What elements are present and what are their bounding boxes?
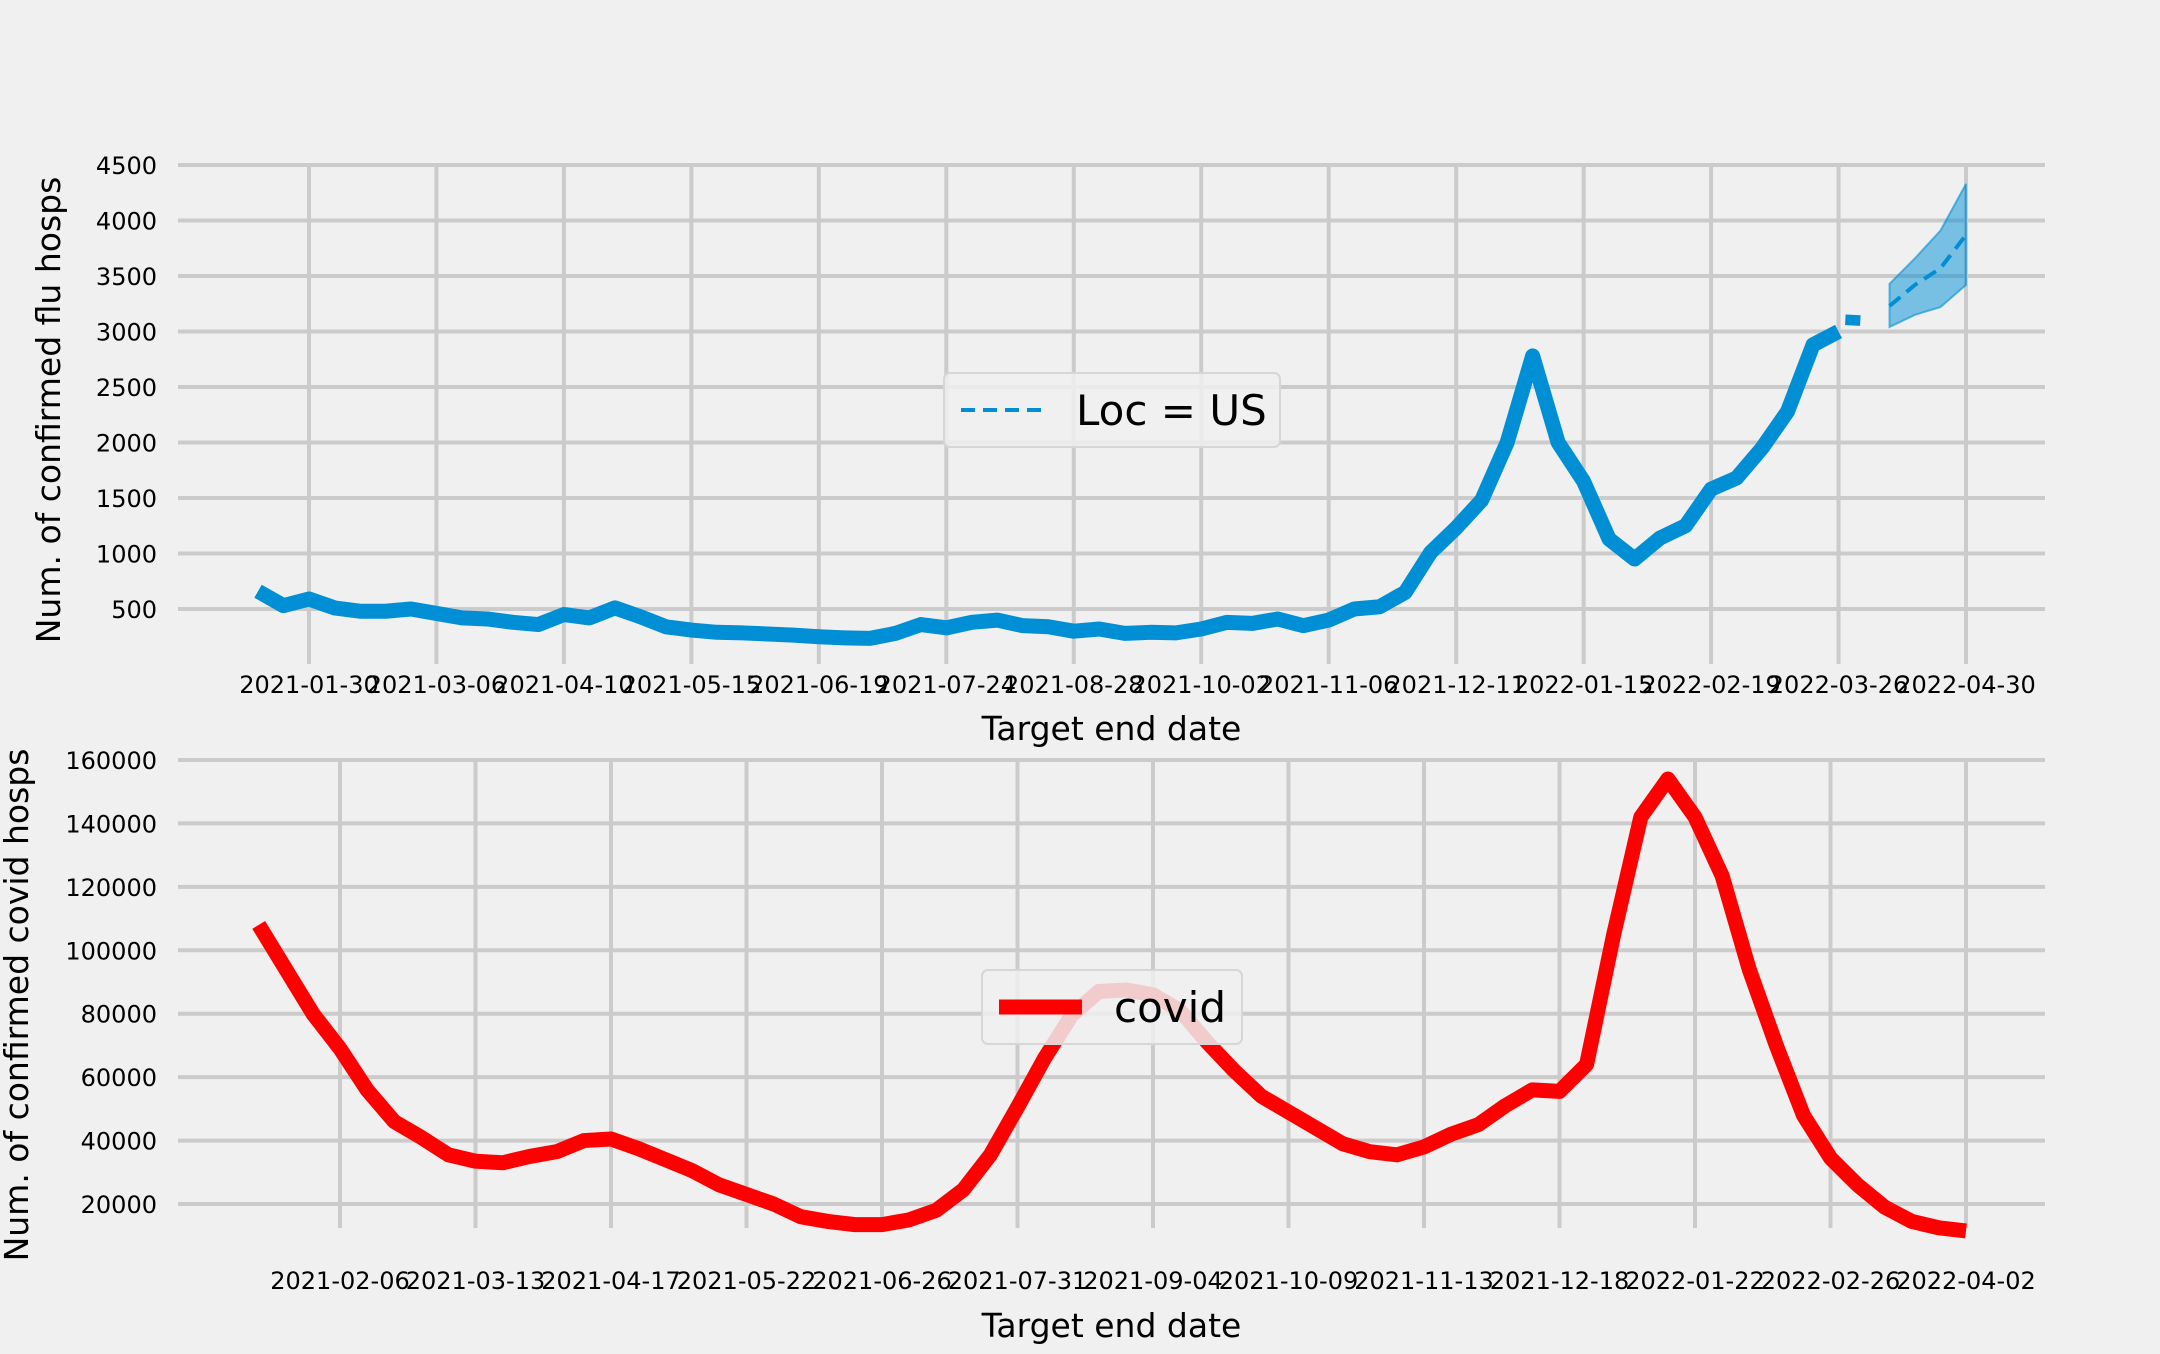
x-tick-label: 2022-04-30 bbox=[1896, 671, 2035, 699]
y-tick-label: 60000 bbox=[81, 1064, 157, 1092]
x-tick-label: 2022-01-15 bbox=[1514, 671, 1653, 699]
y-tick-label: 80000 bbox=[81, 1001, 157, 1029]
x-tick-label: 2021-12-11 bbox=[1386, 671, 1525, 699]
y-tick-label: 500 bbox=[111, 596, 157, 624]
legend-label: covid bbox=[1114, 983, 1226, 1032]
series-line-segment bbox=[1845, 314, 1861, 326]
y-tick-label: 120000 bbox=[65, 874, 157, 902]
y-tick-label: 4500 bbox=[96, 152, 157, 180]
y-tick-label: 2500 bbox=[96, 374, 157, 402]
legend-box bbox=[981, 969, 1243, 1045]
forecast-interval-band bbox=[1888, 183, 1967, 329]
x-tick-label: 2022-02-19 bbox=[1641, 671, 1780, 699]
forecast-line bbox=[1888, 233, 1968, 308]
x-tick-label: 2021-05-22 bbox=[677, 1267, 816, 1295]
legend-label: Loc = US bbox=[1076, 386, 1267, 435]
x-tick-label: 2021-10-02 bbox=[1131, 671, 1270, 699]
x-tick-label: 2021-06-26 bbox=[812, 1267, 951, 1295]
x-tick-label: 2022-04-02 bbox=[1896, 1267, 2035, 1295]
x-tick-label: 2022-02-26 bbox=[1761, 1267, 1900, 1295]
legend-box bbox=[943, 372, 1281, 448]
x-axis-label: Target end date bbox=[981, 709, 1242, 748]
x-tick-label: 2021-11-13 bbox=[1354, 1267, 1493, 1295]
covid-hosps-chart: 20000 40000 60000 80000 100000 120000 140000 16… bbox=[0, 747, 2045, 1345]
y-tick-label: 1000 bbox=[96, 541, 157, 569]
x-tick-label: 2021-04-17 bbox=[541, 1267, 680, 1295]
y-tick-label: 140000 bbox=[65, 810, 157, 838]
x-tick-label: 2021-01-30 bbox=[239, 671, 378, 699]
x-tick-label: 2021-10-09 bbox=[1219, 1267, 1358, 1295]
x-tick-label: 2021-04-10 bbox=[494, 671, 633, 699]
x-tick-label: 2021-07-31 bbox=[948, 1267, 1087, 1295]
x-tick-label: 2021-05-15 bbox=[622, 671, 761, 699]
x-axis-label: Target end date bbox=[981, 1306, 1242, 1345]
y-tick-label: 20000 bbox=[81, 1191, 157, 1219]
x-tick-label: 2021-06-19 bbox=[749, 671, 888, 699]
y-tick-label: 160000 bbox=[65, 747, 157, 775]
x-tick-label: 2021-03-13 bbox=[406, 1267, 545, 1295]
y-tick-label: 3500 bbox=[96, 263, 157, 291]
y-tick-label: 4000 bbox=[96, 208, 157, 236]
x-tick-label: 2021-12-18 bbox=[1490, 1267, 1629, 1295]
x-tick-label: 2021-08-28 bbox=[1004, 671, 1143, 699]
y-tick-label: 40000 bbox=[81, 1128, 157, 1156]
flu-hosps-chart: 500 1000 1500 2000 2500 3000 3500 4000 4500 2021-… bbox=[29, 152, 2045, 748]
x-tick-label: 2021-11-06 bbox=[1259, 671, 1398, 699]
x-tick-label: 2021-03-06 bbox=[367, 671, 506, 699]
x-tick-label: 2021-02-06 bbox=[270, 1267, 409, 1295]
series-line bbox=[254, 324, 1843, 646]
x-tick-label: 2021-07-24 bbox=[877, 671, 1016, 699]
y-axis-label: Num. of confirmed flu hosps bbox=[29, 177, 68, 644]
y-tick-label: 3000 bbox=[96, 319, 157, 347]
y-tick-label: 1500 bbox=[96, 485, 157, 513]
y-tick-label: 100000 bbox=[65, 937, 157, 965]
y-tick-label: 2000 bbox=[96, 430, 157, 458]
x-tick-label: 2022-01-22 bbox=[1625, 1267, 1764, 1295]
x-tick-label: 2022-03-26 bbox=[1769, 671, 1908, 699]
x-tick-label: 2021-09-04 bbox=[1083, 1267, 1222, 1295]
y-axis-label: Num. of confirmed covid hosps bbox=[0, 749, 36, 1262]
